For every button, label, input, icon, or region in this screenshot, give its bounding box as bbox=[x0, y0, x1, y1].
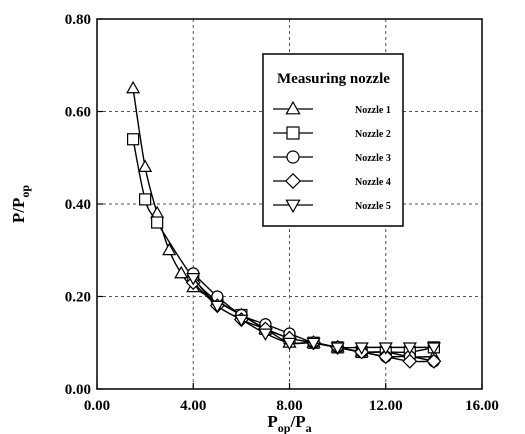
data-point bbox=[306, 337, 321, 351]
series-5 bbox=[186, 273, 441, 355]
legend-items: Nozzle 1 Nozzle 2 Nozzle 3 Nozzle 4 Nozzle 5 bbox=[273, 100, 391, 214]
data-point bbox=[138, 159, 153, 172]
legend-item: Nozzle 4 bbox=[273, 172, 391, 190]
y-tick-label: 0.80 bbox=[65, 12, 91, 28]
x-tick-label: 16.00 bbox=[465, 398, 499, 414]
series-layer bbox=[126, 80, 442, 369]
legend-marker bbox=[286, 150, 300, 164]
data-point bbox=[174, 265, 189, 279]
data-point bbox=[378, 342, 393, 355]
y-tick-label: 0.60 bbox=[65, 105, 91, 121]
data-point bbox=[234, 314, 249, 328]
y-axis-label-sub: op bbox=[18, 185, 32, 198]
x-axis-label-main: P bbox=[267, 412, 277, 431]
data-point bbox=[330, 342, 345, 355]
legend-marker bbox=[285, 100, 301, 115]
x-tick-label: 8.00 bbox=[276, 398, 302, 414]
data-point bbox=[426, 342, 441, 355]
y-tick-label: 0.40 bbox=[65, 197, 91, 213]
x-tick-label: 4.00 bbox=[180, 398, 206, 414]
data-point bbox=[402, 353, 418, 369]
legend-label: Nozzle 4 bbox=[355, 177, 391, 188]
legend-item: Nozzle 2 bbox=[273, 126, 391, 140]
y-axis-label: P/Pop bbox=[9, 185, 32, 224]
x-axis-label: Pop/Pa bbox=[267, 412, 311, 434]
legend-label: Nozzle 1 bbox=[355, 105, 391, 116]
tick-layer: 0.00 4.00 8.00 12.00 16.00 0.00 0.20 0.40 0.60 0.… bbox=[65, 12, 499, 414]
legend-label: Nozzle 5 bbox=[355, 201, 391, 212]
legend-marker bbox=[284, 172, 302, 190]
x-axis-label-rest: /P bbox=[289, 412, 305, 431]
y-axis-label-main: P/P bbox=[9, 198, 28, 224]
data-point bbox=[282, 337, 297, 351]
x-axis-label-sub: op bbox=[278, 421, 291, 434]
legend-marker bbox=[285, 199, 301, 214]
legend-box bbox=[262, 53, 404, 227]
legend-title: Measuring nozzle bbox=[277, 71, 390, 87]
data-point bbox=[126, 80, 141, 94]
data-point bbox=[402, 342, 417, 355]
data-point bbox=[151, 216, 164, 229]
legend-label: Nozzle 3 bbox=[355, 153, 391, 164]
data-point bbox=[162, 242, 177, 256]
data-point bbox=[354, 342, 369, 355]
data-point bbox=[186, 273, 201, 286]
legend-item: Nozzle 1 bbox=[273, 100, 391, 116]
y-tick-label: 0.20 bbox=[65, 290, 91, 306]
data-point bbox=[126, 133, 140, 146]
x-tick-label: 0.00 bbox=[84, 398, 110, 414]
series-4 bbox=[185, 275, 442, 369]
data-point bbox=[258, 328, 273, 342]
legend-marker bbox=[286, 126, 300, 140]
legend-label: Nozzle 2 bbox=[355, 129, 391, 140]
data-point bbox=[426, 353, 442, 369]
legend-item: Nozzle 3 bbox=[273, 150, 391, 164]
x-tick-label: 12.00 bbox=[369, 398, 403, 414]
data-point bbox=[378, 349, 394, 365]
data-point bbox=[139, 193, 152, 206]
data-point bbox=[210, 300, 225, 314]
legend-item: Nozzle 5 bbox=[273, 199, 391, 214]
y-tick-label: 0.00 bbox=[65, 382, 91, 398]
x-axis-label-sub2: a bbox=[306, 421, 312, 434]
